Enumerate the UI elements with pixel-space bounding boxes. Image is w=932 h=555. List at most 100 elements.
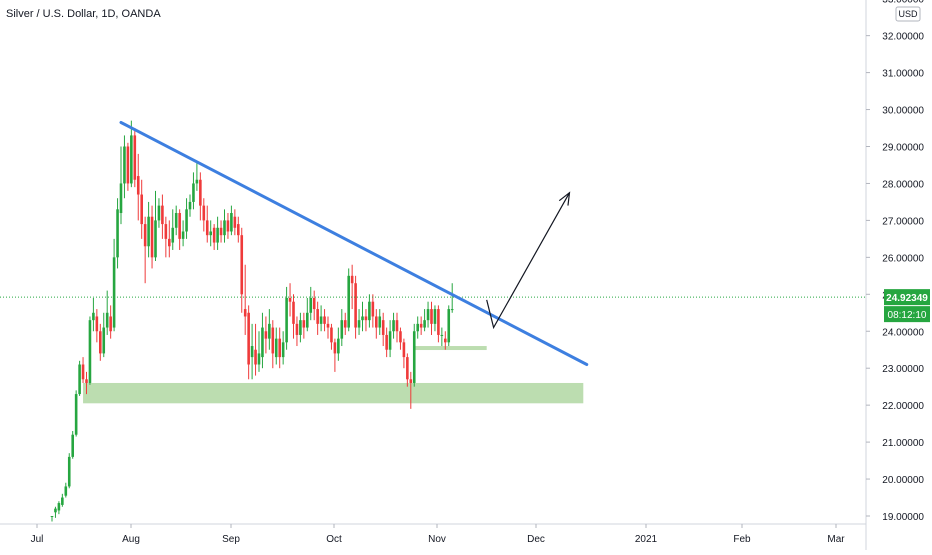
candle-body xyxy=(388,331,392,350)
candle xyxy=(85,371,88,395)
candle xyxy=(74,390,78,437)
candle xyxy=(71,431,74,459)
candle xyxy=(195,161,199,191)
candle-body xyxy=(274,338,278,358)
y-tick-label: 32.00000 xyxy=(882,32,924,43)
candle-body xyxy=(268,323,271,339)
candle-body xyxy=(347,275,350,328)
candle xyxy=(112,238,116,332)
candle-body xyxy=(343,320,347,328)
candle-body xyxy=(67,456,71,487)
candle xyxy=(361,301,364,332)
candle-body xyxy=(292,301,295,324)
candle xyxy=(433,305,437,332)
candle xyxy=(154,190,157,262)
candle xyxy=(406,353,409,387)
candle xyxy=(302,312,306,339)
candle-body xyxy=(357,320,361,328)
candle-body xyxy=(433,309,437,324)
x-tick-label: Dec xyxy=(527,534,545,545)
candle xyxy=(209,220,212,247)
candle xyxy=(281,331,285,365)
candle-body xyxy=(136,176,140,195)
candle-body xyxy=(250,346,254,358)
y-tick-label: 31.00000 xyxy=(882,69,924,80)
candle-body xyxy=(168,238,171,247)
candle-body xyxy=(409,379,413,383)
y-tick-label: 24.00000 xyxy=(882,327,924,338)
candle-body xyxy=(154,220,157,258)
candle xyxy=(426,301,430,328)
candle-body xyxy=(395,320,399,332)
y-tick-label: 22.00000 xyxy=(882,401,924,412)
x-tick-label: Sep xyxy=(222,534,240,545)
candle xyxy=(216,216,219,250)
x-tick-label: Mar xyxy=(827,534,845,545)
candle xyxy=(309,286,313,321)
candle-body xyxy=(230,213,233,232)
candle-body xyxy=(312,297,316,310)
candle xyxy=(181,220,185,247)
candle xyxy=(395,312,399,343)
candle-body xyxy=(437,309,440,335)
candle-body xyxy=(109,316,112,332)
candle xyxy=(419,316,423,335)
candle-body xyxy=(78,364,81,395)
candle xyxy=(92,297,95,332)
candle xyxy=(350,264,354,310)
candle-body xyxy=(285,297,288,343)
candle-body xyxy=(181,231,185,239)
y-tick-label: 21.00000 xyxy=(882,438,924,449)
candle-body xyxy=(288,297,292,302)
projection-path xyxy=(486,192,571,330)
candle xyxy=(371,294,375,328)
y-tick-label: 28.00000 xyxy=(882,179,924,190)
candle xyxy=(343,312,347,335)
support-zone-0 xyxy=(83,382,584,404)
candle-body xyxy=(264,331,268,339)
candle xyxy=(274,327,278,365)
candle xyxy=(312,290,316,321)
candle xyxy=(364,309,368,332)
candle-body xyxy=(392,320,395,332)
current-price-tag xyxy=(884,289,930,306)
candle-body xyxy=(299,320,302,335)
candle-body xyxy=(116,209,119,258)
candle-body xyxy=(223,220,226,236)
y-tick-label: 20.00000 xyxy=(882,475,924,486)
candle-body xyxy=(406,357,409,380)
candle-body xyxy=(143,224,147,247)
candle xyxy=(447,305,451,347)
candle-body xyxy=(450,309,454,311)
candle xyxy=(388,320,392,358)
candle-body xyxy=(316,309,319,324)
candle xyxy=(105,290,109,335)
candle-body xyxy=(261,327,264,358)
candle xyxy=(409,371,413,409)
candle-body xyxy=(150,216,154,258)
candle-body xyxy=(157,205,161,221)
candle xyxy=(126,142,130,191)
candle-body xyxy=(447,309,451,343)
candle xyxy=(116,198,119,269)
candle xyxy=(102,312,106,358)
candle xyxy=(440,327,444,347)
candle xyxy=(412,323,416,387)
candle xyxy=(64,482,68,498)
candle xyxy=(306,297,309,332)
candle-body xyxy=(99,331,102,354)
candle xyxy=(54,506,57,518)
candle xyxy=(326,316,330,339)
candle xyxy=(185,198,188,239)
candle-body xyxy=(257,353,261,365)
candle-body xyxy=(281,342,285,358)
candle xyxy=(381,312,385,347)
candle xyxy=(99,323,102,361)
y-tick-label: 26.00000 xyxy=(882,253,924,264)
candle xyxy=(136,153,140,221)
candle xyxy=(347,268,350,332)
candle-body xyxy=(81,364,85,380)
candle xyxy=(202,198,206,232)
